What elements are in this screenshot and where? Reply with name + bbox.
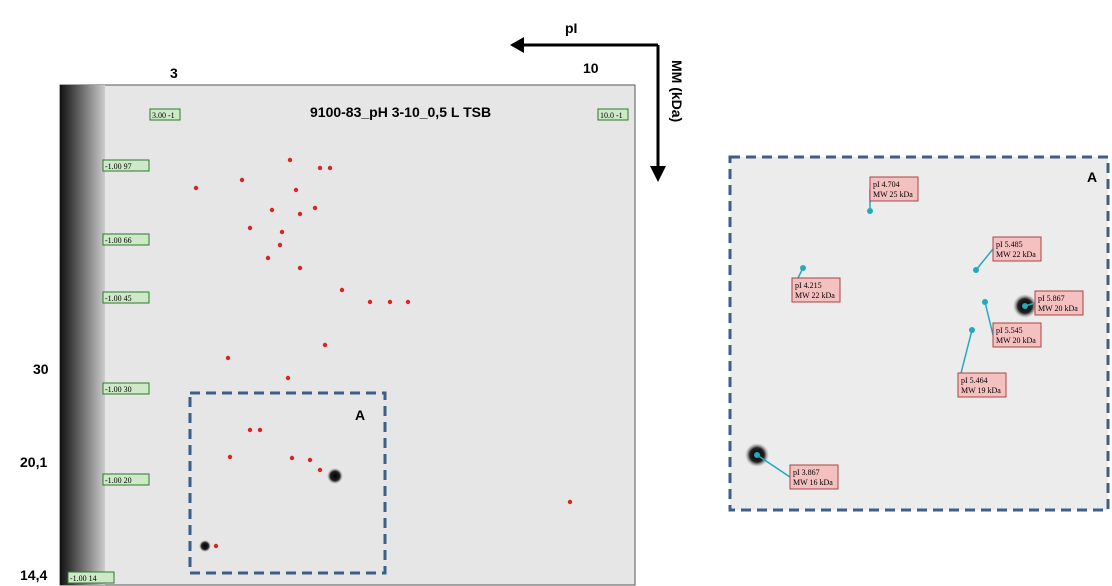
page: pI MM (kDa) 3 10 9100-83_pH 3-10_0,5 L T… [0, 0, 1112, 586]
figure: pI MM (kDa) 3 10 9100-83_pH 3-10_0,5 L T… [0, 0, 1112, 586]
tag-mw: MW 25 kDa [873, 190, 913, 199]
marker-label: -1.00 97 [105, 162, 132, 171]
spot-marker [800, 265, 806, 271]
mm-label: MM (kDa) [669, 60, 685, 122]
spot-marker [290, 456, 294, 460]
spot-marker [258, 428, 262, 432]
tag-pi: pI 5.867 [1038, 294, 1065, 303]
spot-marker [270, 208, 274, 212]
spot-marker [969, 327, 975, 333]
spot-marker [266, 256, 270, 260]
spot-marker [214, 544, 218, 548]
region-label: A [355, 407, 365, 423]
spot-marker [973, 267, 979, 273]
spot [327, 468, 343, 484]
gel-title: 9100-83_pH 3-10_0,5 L TSB [310, 104, 491, 120]
marker-label: -1.00 20 [105, 476, 132, 485]
spot-marker [280, 230, 284, 234]
spot-marker [248, 428, 252, 432]
spot-marker [368, 300, 372, 304]
spot-marker [308, 458, 312, 462]
spot-marker [568, 500, 572, 504]
spot-marker [982, 299, 988, 305]
spot-marker [754, 452, 760, 458]
tag-mw: MW 20 kDa [1038, 304, 1078, 313]
mw-scale: 20,1 [20, 454, 47, 470]
tag-pi: pI 4.704 [873, 180, 900, 189]
spot-marker [298, 212, 302, 216]
spot-marker [240, 178, 244, 182]
spot-marker [288, 158, 292, 162]
tag-mw: MW 22 kDa [996, 250, 1036, 259]
tag-mw: MW 16 kDa [793, 478, 833, 487]
spot-marker [867, 208, 873, 214]
marker-label: -1.00 66 [105, 236, 132, 245]
spot-marker [228, 455, 232, 459]
ph-end: 10 [583, 60, 599, 76]
ph-start: 3 [170, 65, 178, 81]
spot-marker [298, 266, 302, 270]
spot-marker [328, 166, 332, 170]
spot-marker [313, 206, 317, 210]
spot-marker [248, 226, 252, 230]
spot-marker [340, 288, 344, 292]
mw-scale: 14,4 [20, 567, 47, 583]
spot-marker [388, 300, 392, 304]
tag-pi: pI 3.867 [793, 468, 820, 477]
tag-mw: MW 19 kDa [961, 386, 1001, 395]
spot-marker [286, 376, 290, 380]
spot-marker [278, 243, 282, 247]
spot-marker [323, 343, 327, 347]
spot-marker [226, 356, 230, 360]
spot [199, 540, 211, 552]
spot-marker [294, 188, 298, 192]
mw-scale: 30 [33, 361, 49, 377]
spot-marker [318, 468, 322, 472]
tag-pi: pI 5.545 [996, 326, 1023, 335]
marker-label: -1.00 30 [105, 385, 132, 394]
pi-label: pI [565, 20, 577, 36]
marker-label: -1.00 45 [105, 294, 132, 303]
tag-mw: MW 22 kDa [795, 291, 835, 300]
spot-marker [1022, 303, 1028, 309]
marker-label: -1.00 14 [70, 574, 97, 583]
spot-marker [406, 300, 410, 304]
spot-marker [318, 166, 322, 170]
ladder [60, 85, 105, 585]
tag-pi: pI 5.464 [961, 376, 988, 385]
inset-label: A [1087, 169, 1097, 185]
spot-marker [194, 186, 198, 190]
tag-mw: MW 20 kDa [996, 336, 1036, 345]
marker-label: 10.0 -1 [600, 111, 623, 120]
marker-label: 3.00 -1 [152, 111, 175, 120]
tag-pi: pI 4.215 [795, 281, 822, 290]
inset [730, 157, 1108, 510]
tag-pi: pI 5.485 [996, 240, 1023, 249]
